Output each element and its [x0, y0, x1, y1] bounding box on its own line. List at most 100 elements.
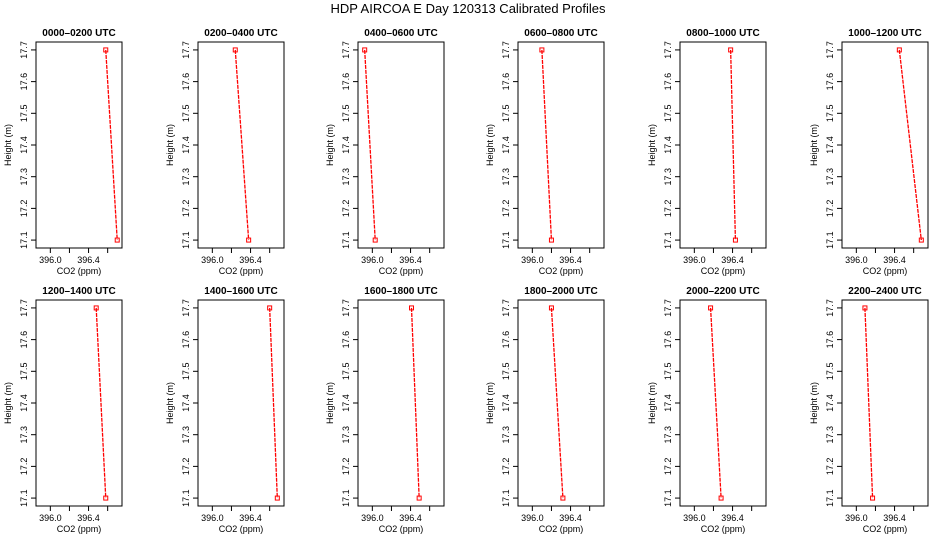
y-tick-label: 17.4: [181, 136, 191, 154]
y-tick-label: 17.2: [341, 200, 351, 218]
panel-title: 2200–2400 UTC: [848, 286, 921, 297]
profile-line: [234, 49, 250, 241]
panel-title: 0800–1000 UTC: [686, 28, 759, 39]
x-axis-label: CO2 (ppm): [379, 266, 424, 276]
y-tick-label: 17.3: [341, 168, 351, 186]
profile-line: [95, 307, 107, 499]
x-tick-label: 396.0: [521, 513, 544, 523]
x-axis-label: CO2 (ppm): [57, 266, 102, 276]
x-tick-label: 396.4: [399, 255, 422, 265]
data-point: [728, 47, 734, 53]
y-tick-label: 17.3: [181, 426, 191, 444]
data-point: [103, 47, 109, 53]
x-axis-label: CO2 (ppm): [539, 524, 584, 534]
y-tick-label: 17.1: [825, 231, 835, 249]
y-tick-label: 17.1: [663, 231, 673, 249]
plot-frame: [35, 41, 123, 249]
y-tick-label: 17.3: [663, 168, 673, 186]
y-tick-label: 17.7: [181, 41, 191, 59]
data-point: [560, 495, 566, 501]
y-tick-label: 17.5: [825, 363, 835, 381]
y-tick-label: 17.6: [341, 73, 351, 91]
data-point: [708, 305, 714, 311]
data-point: [103, 495, 109, 501]
x-tick-label: 396.0: [39, 255, 62, 265]
y-tick-label: 17.7: [341, 41, 351, 59]
plot-frame: [679, 41, 767, 249]
y-tick-label: 17.5: [663, 105, 673, 123]
y-tick-label: 17.7: [181, 299, 191, 317]
y-tick-label: 17.3: [19, 168, 29, 186]
plot-frame: [357, 299, 445, 507]
data-point: [232, 47, 238, 53]
data-point: [246, 237, 252, 243]
panel-title: 1600–1800 UTC: [364, 286, 437, 297]
panel-title: 2000–2200 UTC: [686, 286, 759, 297]
y-tick-label: 17.5: [825, 105, 835, 123]
y-axis-label: Height (m): [485, 124, 495, 166]
x-axis-label: CO2 (ppm): [863, 266, 908, 276]
y-tick-label: 17.3: [341, 426, 351, 444]
profile-line: [269, 307, 278, 499]
y-tick-label: 17.2: [663, 458, 673, 476]
profile-line: [550, 307, 564, 499]
y-tick-label: 17.6: [19, 73, 29, 91]
x-tick-label: 396.4: [721, 513, 744, 523]
x-axis-label: CO2 (ppm): [539, 266, 584, 276]
x-tick-label: 396.0: [201, 513, 224, 523]
y-tick-label: 17.2: [501, 458, 511, 476]
y-tick-label: 17.6: [501, 331, 511, 349]
y-axis-label: Height (m): [325, 382, 335, 424]
data-point: [870, 495, 876, 501]
plot-frame: [197, 41, 285, 249]
x-axis-label: CO2 (ppm): [701, 266, 746, 276]
y-axis-label: Height (m): [165, 382, 175, 424]
y-tick-label: 17.2: [663, 200, 673, 218]
y-tick-label: 17.5: [19, 105, 29, 123]
profile-line: [729, 49, 737, 241]
y-tick-label: 17.2: [825, 200, 835, 218]
y-tick-label: 17.6: [341, 331, 351, 349]
y-tick-label: 17.7: [19, 41, 29, 59]
y-axis-label: Height (m): [809, 382, 819, 424]
x-tick-label: 396.0: [39, 513, 62, 523]
y-axis-label: Height (m): [485, 382, 495, 424]
y-tick-label: 17.2: [181, 200, 191, 218]
x-tick-label: 396.0: [845, 255, 868, 265]
x-axis-label: CO2 (ppm): [219, 266, 264, 276]
profile-line: [864, 307, 874, 499]
panel-title: 0000–0200 UTC: [42, 28, 115, 39]
y-tick-label: 17.2: [341, 458, 351, 476]
x-axis-label: CO2 (ppm): [219, 524, 264, 534]
x-tick-label: 396.0: [683, 255, 706, 265]
y-axis-label: Height (m): [809, 124, 819, 166]
y-tick-label: 17.4: [19, 394, 29, 412]
data-point: [362, 47, 368, 53]
y-tick-label: 17.4: [341, 136, 351, 154]
plot-frame: [841, 41, 929, 249]
panel-title: 0200–0400 UTC: [204, 28, 277, 39]
y-tick-label: 17.1: [501, 231, 511, 249]
x-tick-label: 396.4: [77, 513, 100, 523]
y-tick-label: 17.6: [19, 331, 29, 349]
y-tick-label: 17.1: [825, 489, 835, 507]
y-tick-label: 17.1: [19, 231, 29, 249]
x-tick-label: 396.4: [239, 255, 262, 265]
data-point: [862, 305, 868, 311]
data-point: [548, 305, 554, 311]
y-tick-label: 17.4: [825, 394, 835, 412]
panel-title: 1400–1600 UTC: [204, 286, 277, 297]
x-axis-label: CO2 (ppm): [863, 524, 908, 534]
y-tick-label: 17.3: [181, 168, 191, 186]
x-tick-label: 396.0: [201, 255, 224, 265]
plot-frame: [517, 41, 605, 249]
y-tick-label: 17.1: [181, 231, 191, 249]
x-axis-label: CO2 (ppm): [701, 524, 746, 534]
y-tick-label: 17.1: [341, 231, 351, 249]
y-axis-label: Height (m): [3, 382, 13, 424]
y-tick-label: 17.2: [19, 458, 29, 476]
x-tick-label: 396.4: [721, 255, 744, 265]
data-point: [114, 237, 120, 243]
data-point: [372, 237, 378, 243]
figure-title: HDP AIRCOA E Day 120313 Calibrated Profi…: [330, 1, 606, 16]
